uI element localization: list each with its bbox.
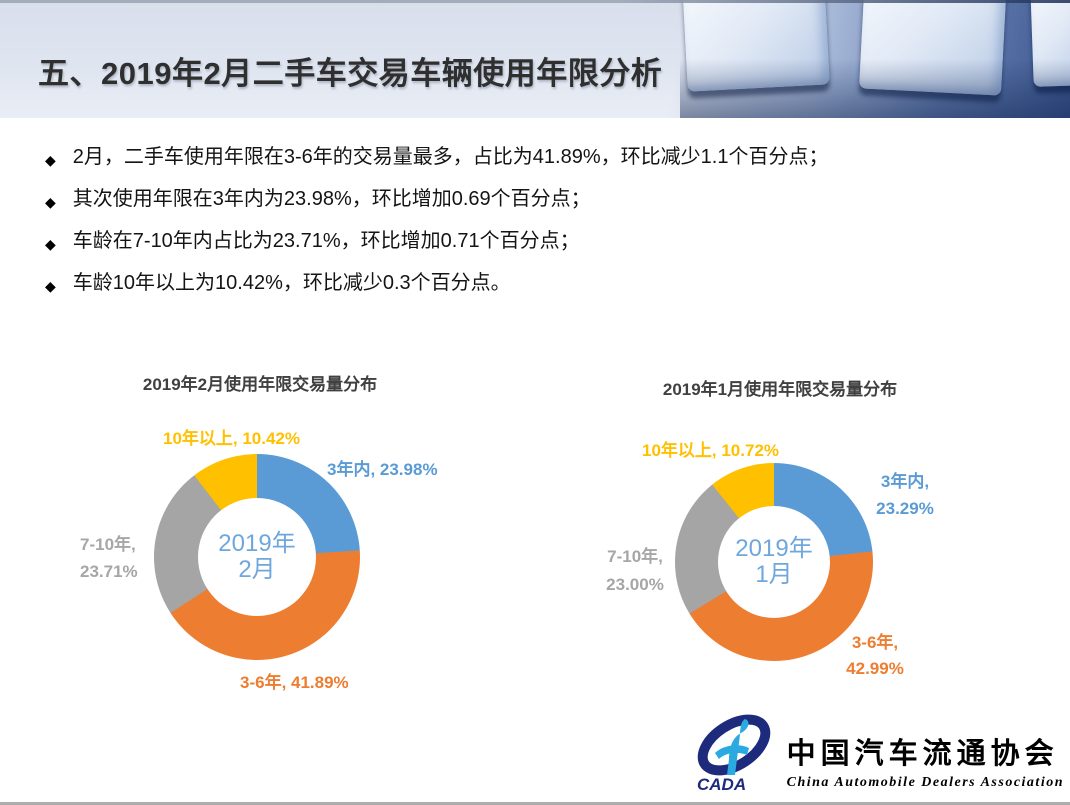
bullet-text: 车龄10年以上为10.42%，环比减少0.3个百分点。 [72, 272, 511, 294]
header-top-line [0, 0, 1070, 3]
slice-label-under3: 3年内, 23.98% [327, 460, 438, 479]
diamond-bullet-icon: ◆ [45, 152, 56, 168]
header-cubes-graphic [600, 0, 1070, 118]
donut-chart-january: 2019年1月使用年限交易量分布 2019年 1月 10年以上, 10.72% … [560, 358, 1000, 708]
decor-cube-icon [859, 0, 1007, 96]
slice-label-line: 23.29% [876, 499, 934, 518]
donut-ring-january: 2019年 1月 [675, 463, 873, 661]
slice-label-7to10: 7-10年, 23.71% [80, 531, 138, 585]
summary-bullet-list: ◆ 2月，二手车使用年限在3-6年的交易量最多，占比为41.89%，环比减少1.… [45, 146, 1025, 314]
donut-center: 2019年 1月 [718, 506, 830, 618]
decor-cube-icon [682, 0, 830, 92]
bullet-item: ◆ 车龄10年以上为10.42%，环比减少0.3个百分点。 [45, 272, 1025, 297]
slice-label-over10: 10年以上, 10.42% [163, 429, 301, 448]
page-title: 五、2019年2月二手车交易车辆使用年限分析 [38, 56, 663, 91]
slice-label-over10: 10年以上, 10.72% [642, 441, 780, 460]
slice-label-line: 7-10年, [607, 547, 663, 566]
bullet-item: ◆ 2月，二手车使用年限在3-6年的交易量最多，占比为41.89%，环比减少1.… [45, 146, 1025, 171]
cada-acronym: CADA [697, 775, 746, 793]
bullet-item: ◆ 其次使用年限在3年内为23.98%，环比增加0.69个百分点； [45, 188, 1025, 213]
donut-chart-february: 2019年2月使用年限交易量分布 2019年 2月 10年以上, 10.42% … [40, 358, 480, 708]
slice-label-3to6: 3-6年, 42.99% [815, 630, 935, 682]
header-banner: 五、2019年2月二手车交易车辆使用年限分析 [0, 0, 1070, 118]
bullet-text: 2月，二手车使用年限在3-6年的交易量最多，占比为41.89%，环比减少1.1个… [72, 146, 829, 168]
donut-center: 2019年 2月 [198, 498, 316, 616]
donut-center-label: 2019年 [735, 535, 813, 562]
slide-bottom-border [0, 802, 1070, 805]
diamond-bullet-icon: ◆ [45, 194, 56, 210]
bullet-text: 车龄在7-10年内占比为23.71%，环比增加0.71个百分点； [72, 230, 580, 252]
slice-label-line: 23.00% [606, 575, 664, 594]
slice-label-3to6: 3-6年, 41.89% [240, 673, 349, 692]
decor-cube-icon [1030, 0, 1070, 87]
logo-text: 中国汽车流通协会 China Automobile Dealers Associ… [787, 730, 1064, 793]
slice-label-7to10: 7-10年, 23.00% [575, 543, 695, 599]
diamond-bullet-icon: ◆ [45, 236, 56, 252]
bullet-text: 其次使用年限在3年内为23.98%，环比增加0.69个百分点； [72, 188, 591, 210]
slice-label-line: 23.71% [80, 562, 138, 581]
cada-logo: CADA 中国汽车流通协会 China Automobile Dealers A… [689, 713, 1064, 793]
slice-label-under3: 3年内, 23.29% [845, 468, 965, 522]
slice-label-line: 7-10年, [80, 535, 136, 554]
donut-center-label: 2月 [238, 556, 276, 583]
slice-label-line: 3年内, [880, 472, 930, 491]
donut-center-label: 2019年 [218, 530, 296, 557]
chart-title: 2019年2月使用年限交易量分布 [142, 375, 378, 394]
bullet-item: ◆ 车龄在7-10年内占比为23.71%，环比增加0.71个百分点； [45, 230, 1025, 255]
logo-name-english: China Automobile Dealers Association [786, 775, 1064, 790]
donut-center-label: 1月 [755, 561, 793, 588]
logo-name-chinese: 中国汽车流通协会 [786, 738, 1059, 770]
slice-label-line: 42.99% [846, 659, 904, 678]
slice-label-line: 3-6年, [851, 633, 899, 652]
chart-title: 2019年1月使用年限交易量分布 [662, 380, 898, 399]
cada-emblem-icon: CADA [697, 714, 770, 793]
diamond-bullet-icon: ◆ [45, 278, 56, 294]
donut-ring-february: 2019年 2月 [154, 454, 360, 660]
